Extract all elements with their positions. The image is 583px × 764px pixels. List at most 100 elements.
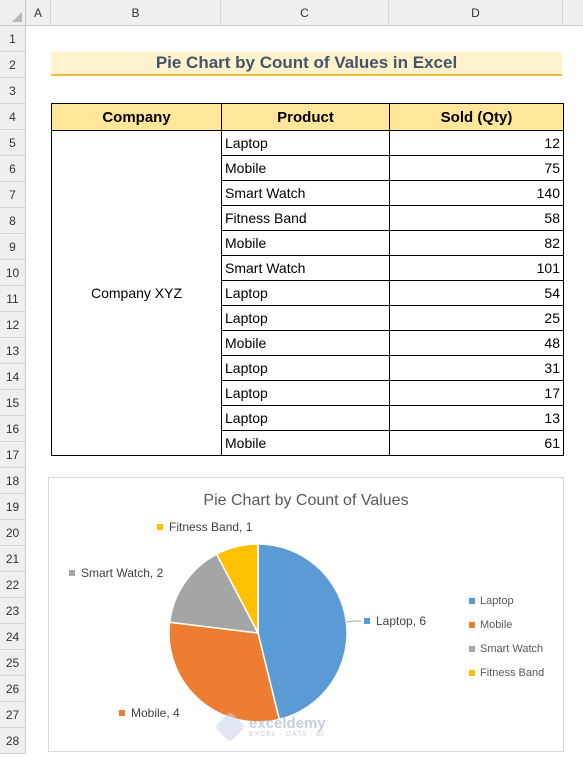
legend-item-laptop[interactable]: Laptop <box>469 589 544 613</box>
product-cell[interactable]: Smart Watch <box>221 180 390 206</box>
data-label-swatch <box>119 710 125 716</box>
row-header-2[interactable]: 2 <box>0 52 26 78</box>
row-header-22[interactable]: 22 <box>0 572 26 598</box>
product-cell[interactable]: Mobile <box>221 330 390 356</box>
product-cell[interactable]: Laptop <box>221 280 390 306</box>
product-cell[interactable]: Fitness Band <box>221 205 390 231</box>
row-header-16[interactable]: 16 <box>0 416 26 442</box>
header-sold-qty[interactable]: Sold (Qty) <box>389 103 564 131</box>
qty-cell[interactable]: 48 <box>389 330 564 356</box>
row-header-21[interactable]: 21 <box>0 546 26 572</box>
chart-title[interactable]: Pie Chart by Count of Values <box>203 492 409 509</box>
row-header-17[interactable]: 17 <box>0 442 26 468</box>
select-all-corner[interactable] <box>0 0 26 26</box>
data-label-swatch <box>364 618 370 624</box>
watermark-name: exceldemy <box>249 714 326 732</box>
qty-cell[interactable]: 17 <box>389 380 564 406</box>
pie-slice-fitness-band[interactable] <box>215 543 259 634</box>
row-header-11[interactable]: 11 <box>0 286 26 312</box>
qty-cell[interactable]: 101 <box>389 255 564 281</box>
pie-slice-laptop[interactable] <box>257 543 348 721</box>
chart-legend[interactable]: Laptop Mobile Smart Watch Fitness Band <box>469 589 544 685</box>
column-header-d[interactable]: D <box>389 0 563 26</box>
legend-item-mobile[interactable]: Mobile <box>469 613 544 637</box>
legend-swatch <box>469 670 475 676</box>
product-cell[interactable]: Laptop <box>221 305 390 331</box>
qty-cell[interactable]: 12 <box>389 130 564 156</box>
product-cell[interactable]: Laptop <box>221 130 390 156</box>
row-header-27[interactable]: 27 <box>0 702 26 728</box>
leader-line-laptop <box>346 620 362 623</box>
product-cell[interactable]: Mobile <box>221 230 390 256</box>
data-label-text: Mobile, 4 <box>131 706 180 720</box>
pie-slice-mobile[interactable] <box>168 621 281 723</box>
row-header-19[interactable]: 19 <box>0 494 26 520</box>
row-header-20[interactable]: 20 <box>0 520 26 546</box>
row-header-1[interactable]: 1 <box>0 26 26 52</box>
data-label-laptop[interactable]: Laptop, 6 <box>364 614 426 628</box>
row-header-6[interactable]: 6 <box>0 156 26 182</box>
legend-label: Smart Watch <box>480 643 544 655</box>
row-header-12[interactable]: 12 <box>0 312 26 338</box>
qty-cell[interactable]: 140 <box>389 180 564 206</box>
product-cell[interactable]: Smart Watch <box>221 255 390 281</box>
legend-item-fitness-band[interactable]: Fitness Band <box>469 661 544 685</box>
row-header-25[interactable]: 25 <box>0 650 26 676</box>
row-header-26[interactable]: 26 <box>0 676 26 702</box>
row-header-13[interactable]: 13 <box>0 338 26 364</box>
qty-cell[interactable]: 13 <box>389 405 564 431</box>
qty-cell[interactable]: 54 <box>389 280 564 306</box>
column-header-b[interactable]: B <box>51 0 221 26</box>
pie-chart-plot[interactable] <box>49 478 565 753</box>
table-row: Laptop 25 <box>52 305 564 331</box>
product-cell[interactable]: Laptop <box>221 355 390 381</box>
qty-cell[interactable]: 58 <box>389 205 564 231</box>
row-header-3[interactable]: 3 <box>0 78 26 104</box>
pie-slice-smart-watch[interactable] <box>168 553 260 634</box>
row-header-23[interactable]: 23 <box>0 598 26 624</box>
legend-swatch <box>469 646 475 652</box>
row-header-9[interactable]: 9 <box>0 234 26 260</box>
header-product[interactable]: Product <box>221 103 390 131</box>
table-row: Mobile 75 <box>52 155 564 181</box>
product-cell[interactable]: Laptop <box>221 380 390 406</box>
company-cell[interactable]: Company XYZ <box>51 130 222 456</box>
row-header-18[interactable]: 18 <box>0 468 26 494</box>
legend-label: Fitness Band <box>480 667 545 679</box>
table-row: Company XYZ Laptop 12 <box>51 130 564 456</box>
data-label-fitness-band[interactable]: Fitness Band, 1 <box>157 520 252 534</box>
row-header-24[interactable]: 24 <box>0 624 26 650</box>
column-header-c[interactable]: C <box>221 0 389 26</box>
qty-cell[interactable]: 31 <box>389 355 564 381</box>
exceldemy-watermark: exceldemy EXCEL · DATA · BI <box>214 711 326 743</box>
legend-item-smart-watch[interactable]: Smart Watch <box>469 637 544 661</box>
data-label-smart-watch[interactable]: Smart Watch, 2 <box>69 566 163 580</box>
qty-cell[interactable]: 75 <box>389 155 564 181</box>
column-header-e[interactable] <box>563 0 583 26</box>
row-header-15[interactable]: 15 <box>0 390 26 416</box>
qty-cell[interactable]: 82 <box>389 230 564 256</box>
qty-cell[interactable]: 61 <box>389 430 564 456</box>
row-header-8[interactable]: 8 <box>0 208 26 234</box>
data-label-text: Smart Watch, 2 <box>81 566 164 580</box>
row-header-7[interactable]: 7 <box>0 182 26 208</box>
row-header-14[interactable]: 14 <box>0 364 26 390</box>
sheet-title[interactable]: Pie Chart by Count of Values in Excel <box>51 52 562 76</box>
table-row: Mobile 82 <box>52 230 564 256</box>
product-cell[interactable]: Mobile <box>221 155 390 181</box>
pie-chart[interactable]: Pie Chart by Count of Values Laptop, 6 Mo… <box>48 477 564 752</box>
product-cell[interactable]: Laptop <box>221 405 390 431</box>
row-header-5[interactable]: 5 <box>0 130 26 156</box>
data-label-text: Fitness Band, 1 <box>169 520 253 534</box>
watermark-tagline: EXCEL · DATA · BI <box>249 730 325 738</box>
row-header-4[interactable]: 4 <box>0 104 26 130</box>
qty-cell[interactable]: 25 <box>389 305 564 331</box>
row-header-28[interactable]: 28 <box>0 728 26 754</box>
legend-swatch <box>469 598 475 604</box>
column-header-a[interactable]: A <box>26 0 51 26</box>
data-label-mobile[interactable]: Mobile, 4 <box>119 706 180 720</box>
select-all-icon <box>12 12 22 22</box>
product-cell[interactable]: Mobile <box>221 430 390 456</box>
row-header-10[interactable]: 10 <box>0 260 26 286</box>
header-company[interactable]: Company <box>51 103 222 131</box>
